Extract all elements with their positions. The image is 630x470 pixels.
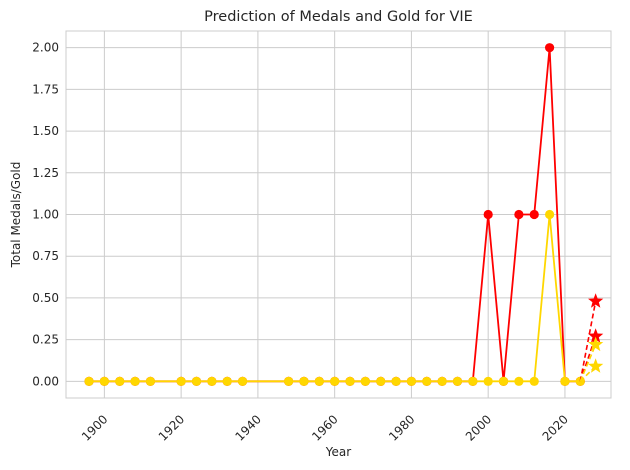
x-tick-label: 1960 xyxy=(309,412,340,443)
data-point xyxy=(84,376,94,386)
x-tick-label: 2020 xyxy=(540,412,571,443)
data-point xyxy=(330,376,340,386)
x-ticks: 1900 1920 1940 1960 1980 2000 2020 xyxy=(79,412,571,443)
prediction-star xyxy=(588,328,604,343)
data-point xyxy=(376,376,386,386)
data-point xyxy=(498,376,509,386)
data-point xyxy=(544,43,555,53)
data-point xyxy=(284,376,294,386)
data-point xyxy=(529,209,539,220)
data-point xyxy=(422,376,432,386)
data-point xyxy=(115,376,125,386)
y-ticks: 0.00 0.25 0.50 0.75 1.00 1.25 1.50 1.75 2.00 xyxy=(32,41,59,389)
data-point xyxy=(314,376,324,386)
x-tick-label: 1900 xyxy=(79,412,110,443)
data-point xyxy=(560,376,570,386)
y-tick-label: 1.00 xyxy=(32,208,59,222)
data-point xyxy=(452,376,463,386)
chart-title: Prediction of Medals and Gold for VIE xyxy=(204,9,473,25)
prediction-line xyxy=(579,301,597,382)
data-point xyxy=(468,376,478,386)
data-point xyxy=(529,376,539,386)
data-point xyxy=(437,376,447,386)
data-point xyxy=(176,376,186,386)
data-point xyxy=(360,376,370,386)
predictions-layer xyxy=(579,293,604,382)
data-point xyxy=(483,209,493,220)
y-tick-label: 2.00 xyxy=(32,41,59,55)
x-tick-label: 1980 xyxy=(386,412,417,443)
y-tick-label: 0.75 xyxy=(32,249,59,263)
data-point xyxy=(130,376,140,386)
prediction-star xyxy=(588,293,604,308)
y-tick-label: 0.00 xyxy=(32,374,59,388)
data-point xyxy=(299,376,309,386)
data-point xyxy=(145,376,156,386)
series-layer xyxy=(84,43,585,386)
x-axis-label: Year xyxy=(325,445,351,459)
data-point xyxy=(191,376,202,386)
y-tick-label: 1.75 xyxy=(32,82,59,96)
data-point xyxy=(237,376,248,386)
data-point xyxy=(207,376,217,386)
prediction-star xyxy=(588,358,604,373)
data-point xyxy=(514,376,524,386)
x-tick-label: 1940 xyxy=(233,412,264,443)
x-tick-label: 2000 xyxy=(463,412,494,443)
data-point xyxy=(514,209,524,220)
data-point xyxy=(544,209,555,220)
y-tick-label: 0.50 xyxy=(32,291,59,305)
y-tick-label: 1.25 xyxy=(32,166,59,180)
data-point xyxy=(222,376,232,386)
data-point xyxy=(345,376,355,386)
y-axis-label: Total Medals/Gold xyxy=(9,162,23,269)
prediction-line xyxy=(579,344,597,382)
y-tick-label: 1.50 xyxy=(32,124,59,138)
data-point xyxy=(99,376,109,386)
data-point xyxy=(483,376,493,386)
x-tick-label: 1920 xyxy=(156,412,187,443)
data-point xyxy=(406,376,417,386)
prediction-star xyxy=(588,336,604,352)
y-tick-label: 0.25 xyxy=(32,333,59,347)
data-point xyxy=(391,376,401,386)
